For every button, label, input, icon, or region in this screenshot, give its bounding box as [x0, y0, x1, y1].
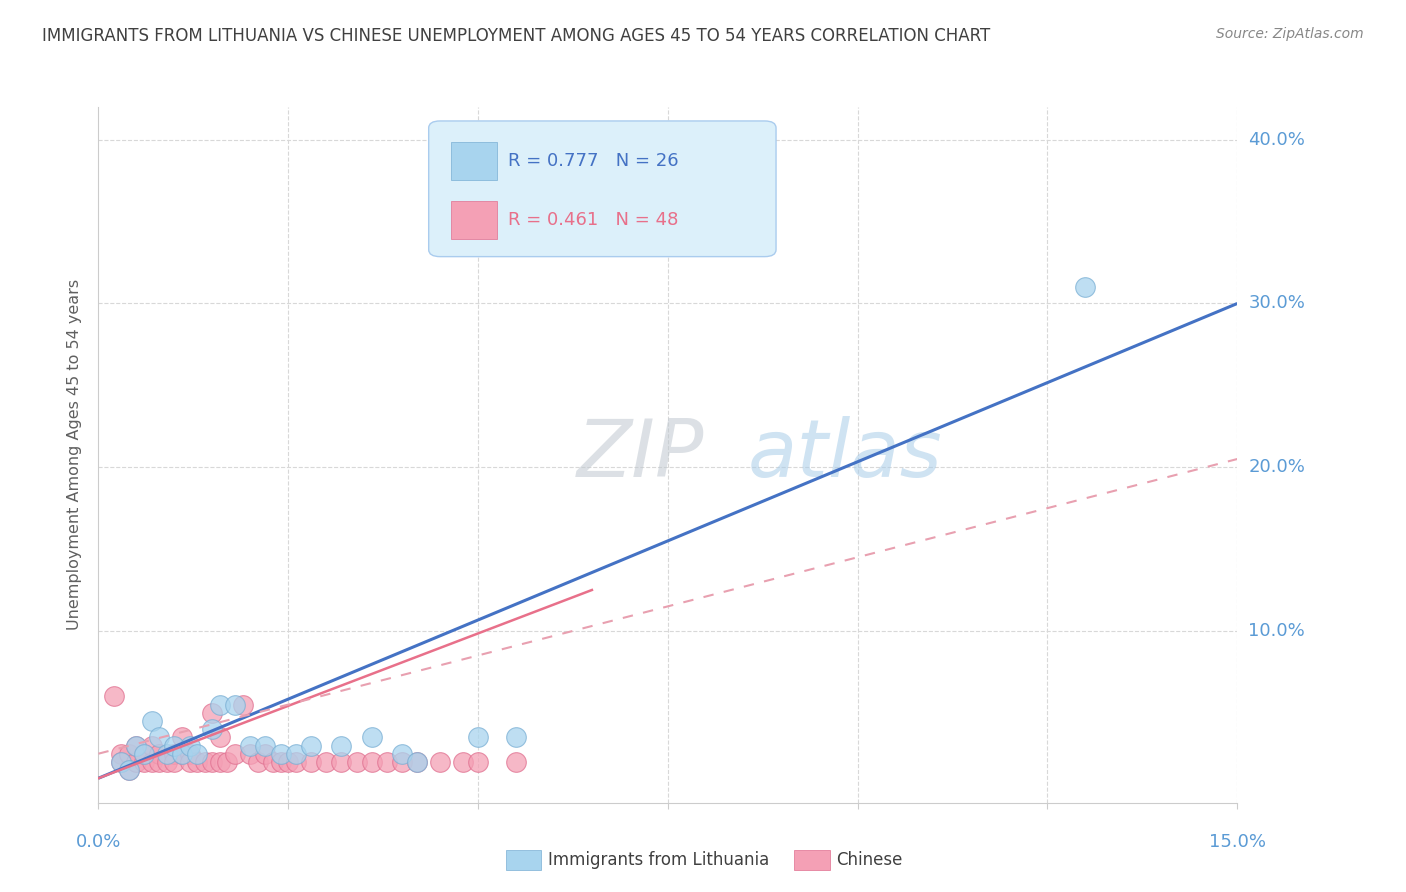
Point — [246, 755, 269, 769]
Point — [170, 747, 193, 761]
Text: Chinese: Chinese — [837, 851, 903, 869]
Point — [270, 755, 292, 769]
Point — [330, 739, 353, 753]
Point — [406, 755, 429, 769]
Point — [141, 714, 163, 728]
Text: 0.0%: 0.0% — [76, 833, 121, 851]
Point — [299, 739, 322, 753]
Point — [110, 755, 132, 769]
Point — [201, 755, 224, 769]
Point — [505, 755, 527, 769]
Point — [141, 739, 163, 753]
Text: R = 0.461   N = 48: R = 0.461 N = 48 — [509, 211, 679, 229]
Point — [132, 747, 155, 761]
Point — [118, 763, 141, 777]
Point — [406, 755, 429, 769]
Point — [125, 739, 148, 753]
Point — [239, 747, 262, 761]
Point — [330, 755, 353, 769]
Point — [284, 747, 307, 761]
Point — [346, 755, 368, 769]
Point — [208, 731, 231, 745]
Point — [270, 747, 292, 761]
Text: 10.0%: 10.0% — [1249, 622, 1305, 640]
Point — [156, 755, 179, 769]
Text: 15.0%: 15.0% — [1209, 833, 1265, 851]
Text: 20.0%: 20.0% — [1249, 458, 1305, 476]
Text: IMMIGRANTS FROM LITHUANIA VS CHINESE UNEMPLOYMENT AMONG AGES 45 TO 54 YEARS CORR: IMMIGRANTS FROM LITHUANIA VS CHINESE UNE… — [42, 27, 990, 45]
Point — [179, 739, 201, 753]
Point — [110, 755, 132, 769]
Point — [125, 755, 148, 769]
Point — [254, 747, 277, 761]
Point — [299, 755, 322, 769]
Y-axis label: Unemployment Among Ages 45 to 54 years: Unemployment Among Ages 45 to 54 years — [67, 279, 83, 631]
Point — [148, 755, 170, 769]
Text: 40.0%: 40.0% — [1249, 131, 1305, 149]
Point — [110, 747, 132, 761]
Point — [170, 731, 193, 745]
Point — [179, 755, 201, 769]
Point — [360, 755, 382, 769]
Point — [375, 755, 398, 769]
Point — [208, 698, 231, 712]
Text: Immigrants from Lithuania: Immigrants from Lithuania — [548, 851, 769, 869]
Point — [467, 755, 489, 769]
Point — [217, 755, 239, 769]
Point — [118, 763, 141, 777]
Point — [429, 755, 451, 769]
Bar — [451, 201, 498, 239]
Point — [201, 706, 224, 720]
Point — [201, 722, 224, 736]
Point — [232, 698, 254, 712]
Point — [1074, 280, 1097, 294]
Text: R = 0.777   N = 26: R = 0.777 N = 26 — [509, 153, 679, 170]
Point — [505, 731, 527, 745]
Text: Source: ZipAtlas.com: Source: ZipAtlas.com — [1216, 27, 1364, 41]
Point — [148, 747, 170, 761]
Point — [170, 747, 193, 761]
Point — [148, 731, 170, 745]
Point — [186, 755, 208, 769]
Point — [132, 755, 155, 769]
Point — [132, 747, 155, 761]
Point — [125, 739, 148, 753]
Point — [391, 747, 413, 761]
Point — [224, 698, 246, 712]
Point — [254, 739, 277, 753]
Point — [360, 731, 382, 745]
Point — [277, 755, 299, 769]
Point — [141, 755, 163, 769]
Text: 30.0%: 30.0% — [1249, 294, 1305, 312]
Point — [194, 755, 217, 769]
FancyBboxPatch shape — [429, 121, 776, 257]
Point — [284, 755, 307, 769]
Bar — [451, 142, 498, 180]
Point — [391, 755, 413, 769]
Point — [163, 747, 186, 761]
Point — [224, 747, 246, 761]
Text: atlas: atlas — [748, 416, 942, 494]
Point — [451, 755, 474, 769]
Point — [262, 755, 284, 769]
Point — [156, 747, 179, 761]
Point — [163, 755, 186, 769]
Point — [315, 755, 337, 769]
Text: ZIP: ZIP — [576, 416, 704, 494]
Point — [118, 747, 141, 761]
Point — [163, 739, 186, 753]
Point — [239, 739, 262, 753]
Point — [186, 747, 208, 761]
Point — [208, 755, 231, 769]
Point — [467, 731, 489, 745]
Point — [179, 747, 201, 761]
Point — [103, 690, 125, 704]
